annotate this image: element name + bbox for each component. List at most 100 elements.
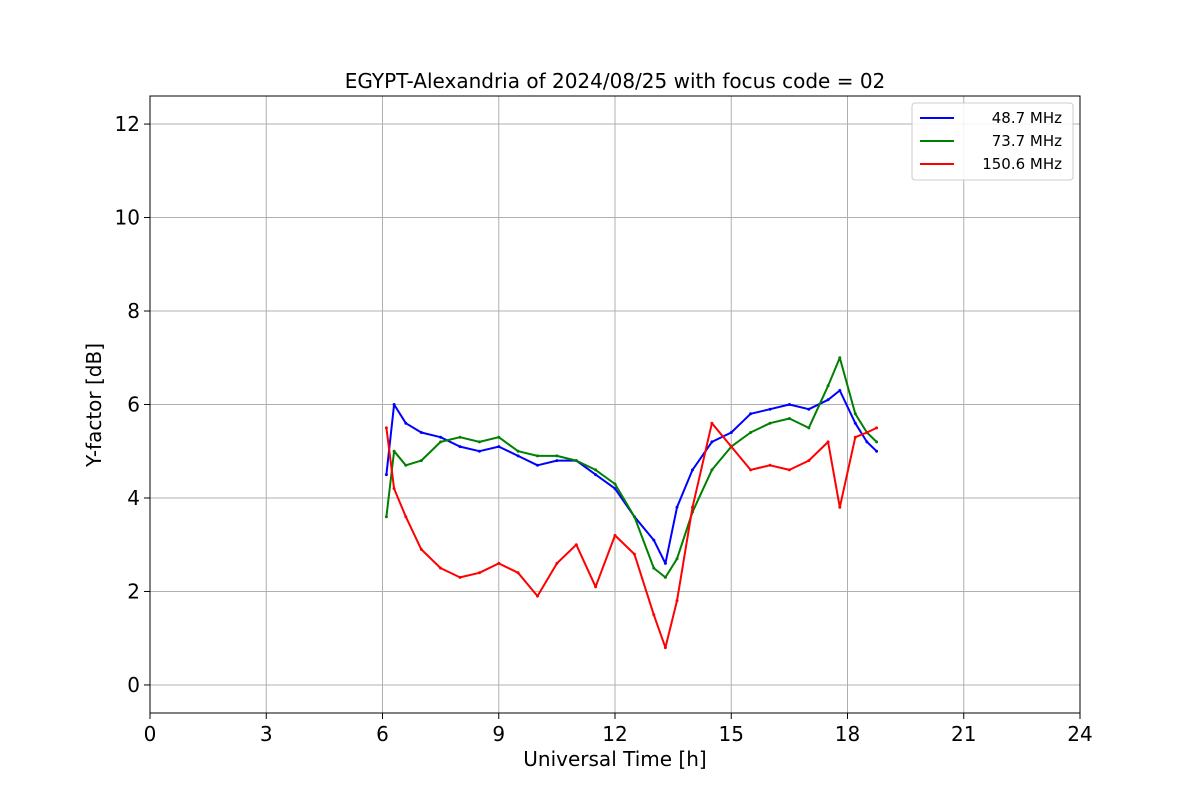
data-point — [594, 468, 598, 472]
y-tick-label: 8 — [127, 299, 140, 323]
data-point — [675, 557, 679, 561]
legend: 48.7 MHz 73.7 MHz 150.6 MHz — [911, 102, 1074, 181]
data-point — [807, 459, 811, 463]
data-point — [536, 454, 539, 458]
data-point — [749, 468, 753, 472]
data-point — [419, 547, 423, 551]
series-2 — [384, 421, 879, 650]
data-point — [536, 463, 539, 467]
data-point — [807, 407, 811, 411]
data-point — [384, 515, 388, 519]
data-point — [768, 463, 772, 467]
data-point — [787, 417, 791, 420]
data-point — [555, 459, 559, 463]
data-point — [574, 459, 578, 463]
data-point — [853, 412, 857, 416]
data-point — [663, 561, 667, 565]
data-point — [675, 599, 679, 603]
data-point — [838, 356, 842, 360]
y-tick-label: 2 — [127, 579, 140, 603]
data-point — [710, 421, 714, 425]
data-point — [439, 435, 443, 439]
data-point — [691, 505, 694, 509]
data-point — [875, 449, 879, 453]
data-point — [439, 440, 443, 444]
data-point — [768, 421, 772, 425]
series-layer — [384, 356, 879, 650]
data-point — [384, 473, 388, 477]
data-point — [419, 431, 423, 434]
data-point — [710, 440, 714, 444]
data-point — [555, 561, 559, 565]
data-point — [807, 426, 811, 430]
data-point — [404, 515, 408, 519]
data-point — [516, 449, 520, 453]
data-point — [458, 575, 462, 579]
data-point — [632, 552, 636, 556]
data-point — [675, 505, 679, 509]
data-point — [710, 468, 714, 472]
data-point — [663, 575, 667, 579]
x-axis-label: Universal Time [h] — [523, 747, 706, 771]
data-point — [477, 449, 481, 453]
data-point — [574, 543, 578, 547]
data-point — [404, 463, 408, 467]
data-point — [594, 585, 598, 589]
x-tick-label: 3 — [260, 722, 273, 746]
data-point — [392, 403, 396, 406]
data-point — [729, 445, 733, 449]
data-point — [458, 445, 462, 449]
data-point — [497, 435, 501, 439]
y-axis: 0 2 4 6 8 10 12 — [115, 112, 150, 697]
data-point — [826, 440, 830, 444]
data-point — [838, 505, 842, 509]
data-point — [768, 407, 772, 411]
data-point — [865, 431, 869, 434]
y-tick-label: 10 — [115, 206, 140, 230]
data-point — [787, 468, 791, 472]
data-point — [555, 454, 559, 458]
data-point — [477, 440, 481, 444]
data-point — [663, 646, 667, 650]
data-point — [497, 445, 501, 449]
y-tick-label: 4 — [127, 486, 140, 510]
data-point — [875, 440, 879, 444]
y-axis-label: Y-factor [dB] — [82, 343, 106, 468]
data-point — [838, 389, 842, 392]
data-point — [497, 561, 501, 565]
data-point — [826, 384, 830, 388]
x-tick-label: 0 — [144, 722, 157, 746]
data-point — [536, 594, 539, 598]
data-point — [652, 613, 656, 617]
x-axis: 0 3 6 9 12 15 18 21 24 — [144, 713, 1093, 746]
x-tick-label: 6 — [376, 722, 389, 746]
data-point — [392, 487, 396, 491]
data-point — [613, 482, 617, 486]
chart-title: EGYPT-Alexandria of 2024/08/25 with focu… — [345, 69, 886, 93]
data-point — [652, 566, 656, 570]
data-point — [458, 435, 462, 439]
y-tick-label: 12 — [115, 112, 140, 136]
x-tick-label: 15 — [719, 722, 744, 746]
data-point — [477, 571, 481, 575]
data-point — [594, 473, 598, 477]
series-line — [385, 422, 878, 649]
data-point — [749, 412, 753, 416]
data-point — [749, 431, 753, 434]
legend-label: 150.6 MHz — [982, 155, 1062, 173]
y-tick-label: 0 — [127, 673, 140, 697]
data-point — [875, 426, 879, 430]
legend-label: 48.7 MHz — [992, 109, 1062, 127]
x-tick-label: 24 — [1067, 722, 1092, 746]
x-tick-label: 18 — [835, 722, 860, 746]
data-point — [853, 421, 857, 425]
x-tick-label: 21 — [951, 722, 976, 746]
x-tick-label: 9 — [492, 722, 505, 746]
data-point — [729, 431, 733, 434]
series-line — [385, 356, 878, 579]
data-point — [652, 538, 656, 542]
y-tick-label: 6 — [127, 393, 140, 417]
data-point — [853, 435, 857, 439]
x-tick-label: 12 — [602, 722, 627, 746]
